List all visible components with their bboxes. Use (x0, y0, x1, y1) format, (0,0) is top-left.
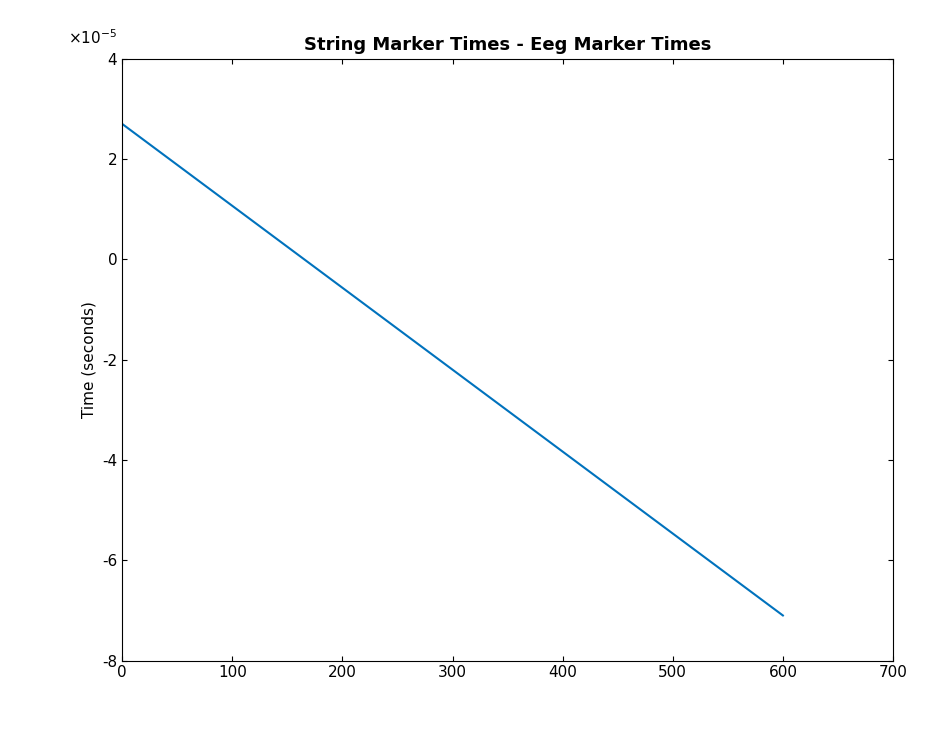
Y-axis label: Time (seconds): Time (seconds) (82, 301, 97, 418)
Text: $\times 10^{-5}$: $\times 10^{-5}$ (69, 28, 118, 47)
Title: String Marker Times - Eeg Marker Times: String Marker Times - Eeg Marker Times (304, 37, 712, 54)
